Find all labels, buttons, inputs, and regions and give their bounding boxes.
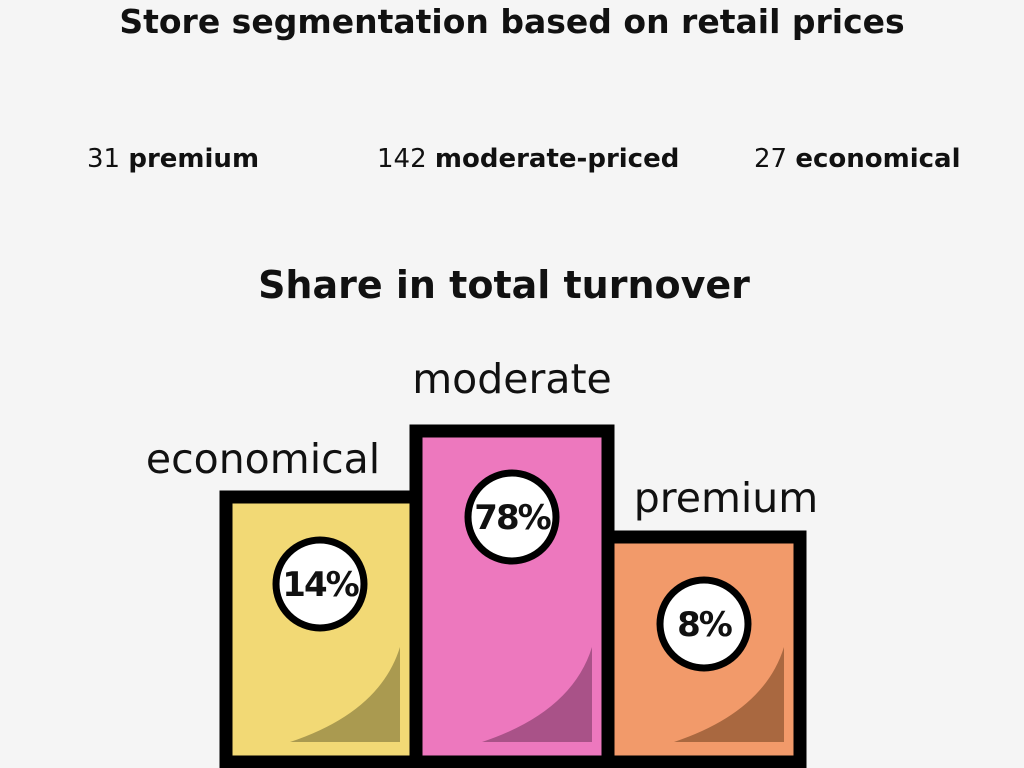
segment-label: moderate-priced — [434, 144, 680, 174]
segment-economical: 27 economical — [754, 144, 961, 174]
podium-block-economical: 14% — [219, 490, 423, 768]
segment-count: 27 — [754, 144, 788, 174]
category-label-economical: economical — [146, 435, 380, 483]
value-label-premium: 8% — [677, 605, 732, 645]
segment-count: 31 — [87, 144, 121, 174]
folded-corner-shade — [674, 647, 784, 742]
value-label-moderate: 78% — [474, 498, 550, 538]
category-label-moderate: moderate — [412, 355, 612, 403]
chart-title: Share in total turnover — [258, 263, 750, 307]
podium-block-premium: 8% — [601, 530, 807, 768]
value-label-economical: 14% — [282, 565, 358, 605]
page-title: Store segmentation based on retail price… — [119, 2, 905, 41]
segment-label: economical — [795, 144, 961, 174]
podium-block-moderate: 78% — [409, 424, 615, 768]
segment-moderate-priced: 142 moderate-priced — [377, 144, 679, 174]
category-label-premium: premium — [634, 474, 818, 522]
value-badge — [272, 536, 368, 632]
segment-count: 142 — [377, 144, 427, 174]
folded-corner-shade — [290, 647, 400, 742]
segment-label: premium — [128, 144, 260, 174]
value-badge — [464, 469, 560, 565]
folded-corner-shade — [482, 647, 592, 742]
segment-premium: 31 premium — [87, 144, 259, 174]
value-badge — [656, 576, 752, 672]
